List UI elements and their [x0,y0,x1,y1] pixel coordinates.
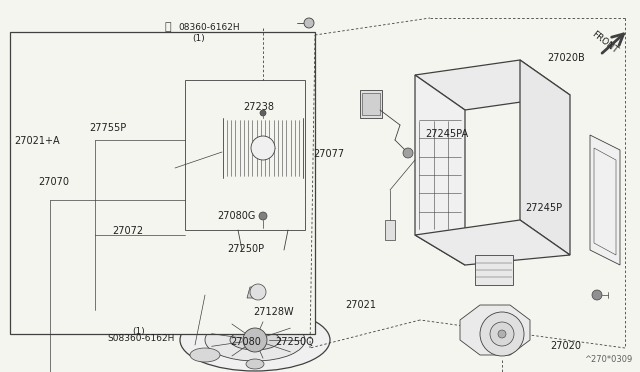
Circle shape [259,212,267,220]
Ellipse shape [190,348,220,362]
Text: 27070: 27070 [38,177,69,187]
Text: 27128W: 27128W [253,308,293,317]
Circle shape [251,136,275,160]
Bar [185,80,305,230]
Text: (1): (1) [192,33,205,42]
Ellipse shape [246,359,264,369]
Text: 27021: 27021 [346,300,376,310]
Ellipse shape [196,323,214,333]
Polygon shape [247,287,263,298]
Ellipse shape [236,276,291,304]
Circle shape [480,312,524,356]
Text: 27072: 27072 [112,226,143,235]
Circle shape [403,148,413,158]
Ellipse shape [205,319,305,361]
Text: 27245PA: 27245PA [426,129,468,139]
Text: 27755P: 27755P [90,124,127,133]
Polygon shape [385,220,395,240]
Text: Ⓢ: Ⓢ [164,22,172,32]
Ellipse shape [230,330,280,350]
Bar [10,32,315,334]
Text: 27250Q: 27250Q [275,337,314,347]
Polygon shape [520,60,570,255]
Text: 27238: 27238 [243,102,274,112]
Ellipse shape [450,76,530,100]
Polygon shape [362,93,380,115]
Ellipse shape [223,109,303,127]
Text: ^270*0309: ^270*0309 [584,355,632,364]
Text: 27080G: 27080G [218,211,256,221]
Text: 27020B: 27020B [547,53,585,62]
Bar [475,255,513,285]
Text: 27250P: 27250P [227,244,264,254]
Circle shape [243,328,267,352]
Text: (1): (1) [132,327,145,336]
Circle shape [498,330,506,338]
Ellipse shape [180,309,330,371]
Circle shape [304,18,314,28]
Ellipse shape [296,323,314,333]
Polygon shape [415,60,570,110]
Ellipse shape [248,254,278,266]
Circle shape [490,322,514,346]
Text: 27080: 27080 [230,337,261,347]
Text: 08360-6162H: 08360-6162H [178,22,239,32]
Ellipse shape [223,169,303,187]
Ellipse shape [242,242,284,258]
Polygon shape [360,90,382,118]
Ellipse shape [252,263,274,273]
Polygon shape [460,305,530,355]
Ellipse shape [238,220,288,240]
Ellipse shape [458,79,522,97]
Text: 27020: 27020 [550,341,581,351]
Text: 27245P: 27245P [525,203,562,213]
Ellipse shape [200,273,310,317]
Text: S08360-6162H: S08360-6162H [108,334,175,343]
Text: 27077: 27077 [314,150,345,159]
Circle shape [250,284,266,300]
Polygon shape [415,220,570,265]
Circle shape [592,290,602,300]
Circle shape [260,110,266,116]
Text: FRONT: FRONT [590,29,620,55]
Text: 27021+A: 27021+A [14,137,60,146]
Polygon shape [415,75,465,265]
Polygon shape [590,135,620,265]
